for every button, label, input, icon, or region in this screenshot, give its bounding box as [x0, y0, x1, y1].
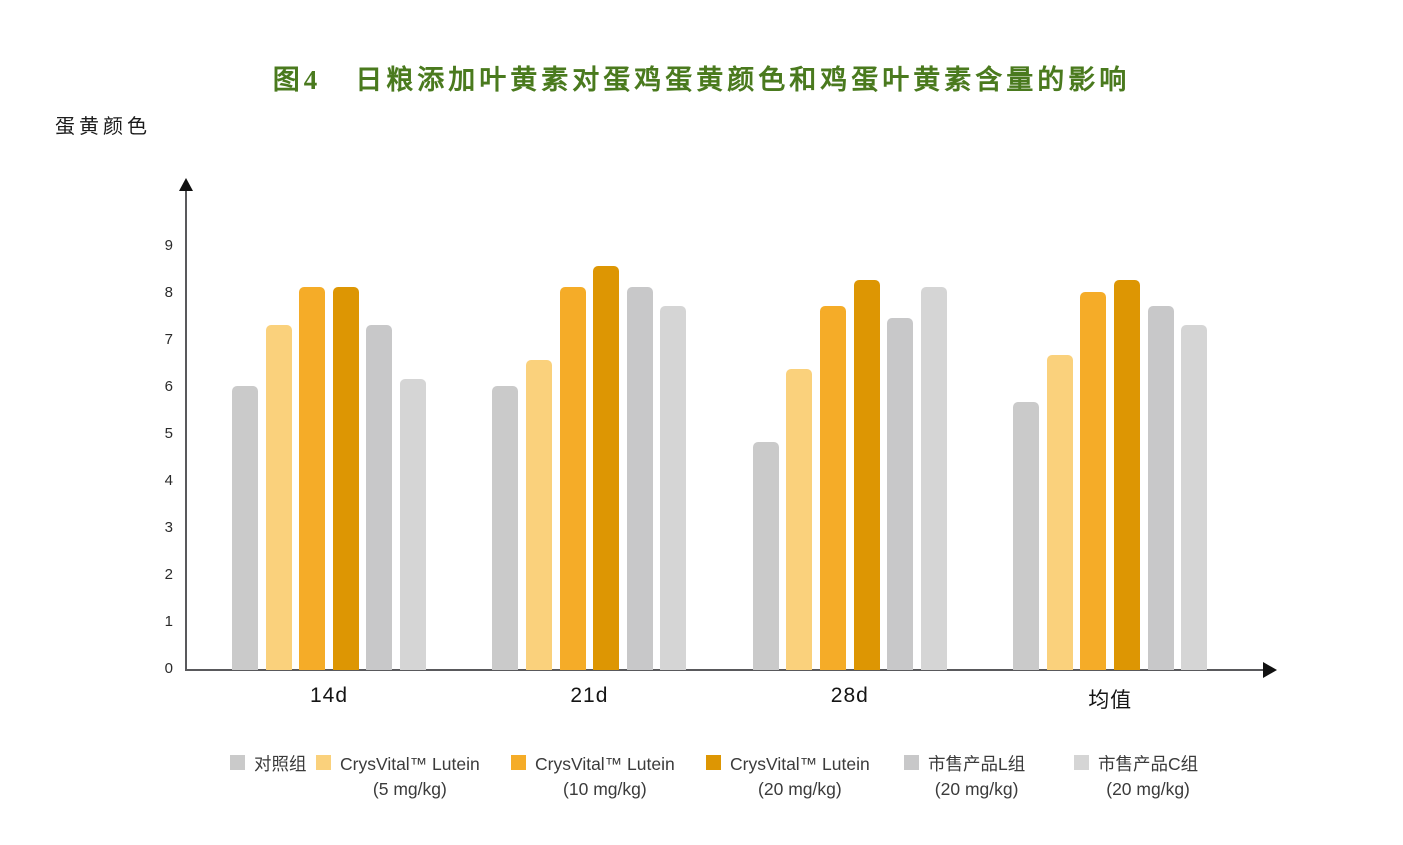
legend-item-4: CrysVital™ Lutein (20 mg/kg) — [706, 752, 870, 803]
y-tick-4: 4 — [164, 472, 173, 489]
legend-label: CrysVital™ Lutein (10 mg/kg) — [535, 752, 675, 803]
figure-title-number: 图4 — [272, 65, 322, 95]
bar-series3-21d — [559, 286, 586, 670]
bar-series5-21d — [626, 286, 653, 670]
y-tick-0: 0 — [164, 660, 173, 677]
y-tick-3: 3 — [164, 519, 173, 536]
legend-item-5: 市售产品L组 (20 mg/kg) — [904, 752, 1025, 803]
bar-series5-均值 — [1147, 305, 1174, 670]
legend-series-dose: (5 mg/kg) — [372, 779, 447, 800]
x-axis-arrow-icon — [1263, 662, 1277, 678]
bar-series4-均值 — [1114, 279, 1140, 670]
bar-series1-21d — [492, 385, 519, 670]
legend-swatch-icon — [1074, 755, 1089, 770]
legend-swatch-icon — [904, 755, 919, 770]
legend-series-dose: (20 mg/kg) — [1106, 779, 1190, 800]
bar-series4-28d — [853, 279, 880, 670]
legend-item-2: CrysVital™ Lutein (5 mg/kg) — [316, 752, 480, 803]
bar-series1-14d — [232, 385, 258, 670]
legend-series-dose: (20 mg/kg) — [934, 779, 1019, 800]
bar-series6-均值 — [1181, 324, 1208, 670]
bar-series4-14d — [332, 286, 359, 670]
legend-swatch-icon — [316, 755, 331, 770]
bar-series2-均值 — [1046, 355, 1073, 670]
x-category-label-14d: 14d — [309, 684, 349, 707]
legend-item-1: 对照组 — [230, 752, 307, 777]
bar-series1-均值 — [1013, 402, 1040, 670]
bar-series3-28d — [820, 305, 846, 670]
bar-series2-21d — [526, 359, 552, 670]
legend-swatch-icon — [511, 755, 526, 770]
y-axis-line — [185, 190, 187, 670]
y-tick-7: 7 — [164, 331, 173, 348]
bar-series2-28d — [786, 369, 813, 670]
legend-swatch-icon — [230, 755, 245, 770]
legend-series-name: CrysVital™ Lutein — [535, 754, 675, 774]
figure-title: 图4 日粮添加叶黄素对蛋鸡蛋黄颜色和鸡蛋叶黄素含量的影响 — [0, 58, 1403, 97]
x-category-label-21d: 21d — [570, 684, 609, 707]
bar-series6-14d — [400, 378, 426, 670]
chart-legend: 对照组 CrysVital™ Lutein (5 mg/kg) CrysVital™ … — [0, 752, 1403, 822]
bar-series1-28d — [752, 442, 779, 670]
legend-item-3: CrysVital™ Lutein (10 mg/kg) — [511, 752, 675, 803]
y-tick-8: 8 — [164, 284, 173, 301]
legend-label: 市售产品C组 (20 mg/kg) — [1098, 752, 1198, 803]
legend-series-name: 市售产品C组 — [1098, 754, 1199, 774]
bar-series3-均值 — [1080, 291, 1107, 670]
y-axis-arrow-icon — [179, 178, 193, 191]
x-category-label-28d: 28d — [830, 684, 869, 707]
legend-swatch-icon — [706, 755, 721, 770]
legend-series-dose: (20 mg/kg) — [758, 779, 842, 800]
legend-label: CrysVital™ Lutein (5 mg/kg) — [340, 752, 480, 803]
legend-series-name: 对照组 — [254, 754, 307, 774]
y-tick-2: 2 — [164, 566, 173, 583]
bar-series6-21d — [660, 305, 687, 670]
plot-area: 0 1 2 3 4 5 6 7 8 9 14d 21d 28d 均值 — [165, 178, 1277, 712]
y-tick-6: 6 — [164, 378, 173, 395]
legend-series-name: CrysVital™ Lutein — [730, 754, 870, 774]
bar-series5-28d — [887, 317, 914, 670]
figure-title-text: 日粮添加叶黄素对蛋鸡蛋黄颜色和鸡蛋叶黄素含量的影响 — [355, 65, 1131, 95]
bar-series3-14d — [299, 286, 326, 670]
legend-series-name: CrysVital™ Lutein — [340, 754, 480, 774]
y-tick-1: 1 — [164, 613, 173, 630]
y-tick-9: 9 — [164, 237, 173, 254]
bar-series6-28d — [920, 286, 947, 670]
y-tick-5: 5 — [164, 425, 173, 442]
legend-series-name: 市售产品L组 — [928, 754, 1026, 774]
x-category-label-均值: 均值 — [1088, 689, 1133, 712]
legend-label: 对照组 — [254, 752, 307, 777]
legend-label: CrysVital™ Lutein (20 mg/kg) — [730, 752, 870, 803]
bar-series2-14d — [265, 324, 292, 670]
x-axis-line — [185, 669, 1263, 671]
y-axis-title: 蛋黄颜色 — [55, 116, 151, 138]
legend-label: 市售产品L组 (20 mg/kg) — [928, 752, 1025, 803]
bar-series4-21d — [593, 265, 620, 670]
bar-series5-14d — [366, 324, 393, 670]
legend-item-6: 市售产品C组 (20 mg/kg) — [1074, 752, 1198, 803]
legend-series-dose: (10 mg/kg) — [563, 779, 647, 800]
